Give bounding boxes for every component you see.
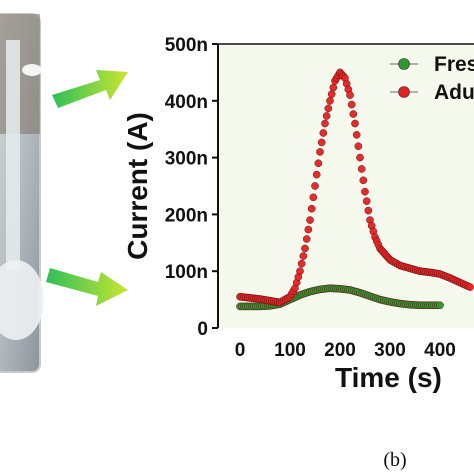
x-tick-label: 300 [374,340,406,361]
data-point [436,301,444,310]
arrow-top-icon [52,70,128,108]
data-point [346,91,354,99]
series-layer [236,68,474,311]
data-point [304,225,313,234]
y-tick-label: 400n [165,92,208,113]
data-point [302,235,311,243]
data-point [357,165,366,173]
y-tick-label: 500n [165,35,208,56]
data-point [361,187,369,196]
data-point [301,244,309,253]
x-tick-label: 100 [274,340,306,361]
data-point [322,112,331,120]
y-tick-label: 300n [165,149,208,170]
data-point [316,148,324,156]
data-point [306,216,314,224]
y-tick-label: 100n [165,262,208,283]
data-point [312,170,321,179]
x-axis-title: Time (s) [335,362,442,393]
data-point [317,138,326,147]
legend-marker [398,58,410,70]
panel-label: (b) [383,449,406,471]
data-point [326,96,334,105]
series-1 [236,68,474,307]
data-point [321,119,329,128]
data-point [311,182,319,190]
legend-marker [398,86,410,98]
data-point [354,142,363,151]
y-axis-title: Current (A) [122,112,153,260]
x-tick-label: 0 [235,340,246,361]
tick-labels: 0 100n 200n 300n 400n 500n 0 100 200 300 400 [165,35,456,361]
x-tick-label: 400 [424,340,456,361]
data-point [466,283,474,291]
legend-label: Adu [434,81,474,104]
y-tick-label: 0 [197,319,208,340]
x-tick-label: 200 [324,340,356,361]
data-point [359,176,368,185]
series-0 [236,284,444,311]
data-point [349,110,358,118]
apparatus-photo [0,13,44,373]
data-point [319,129,328,137]
data-point [329,83,338,92]
axes [212,43,474,329]
data-point [356,153,364,162]
data-point [314,159,323,168]
data-point [297,259,306,268]
data-point [309,193,318,202]
data-point [299,252,308,260]
legend: Fres Adu [390,53,474,104]
data-point [347,100,356,109]
data-point [362,197,371,205]
legend-label: Fres [434,53,474,76]
data-point [351,119,359,128]
data-point [324,104,333,113]
data-point [364,206,373,215]
data-point [307,204,316,213]
data-point [352,131,361,139]
data-point [296,267,304,276]
y-tick-label: 200n [165,205,208,226]
arrow-bottom-icon [46,268,128,306]
data-point [327,90,336,99]
